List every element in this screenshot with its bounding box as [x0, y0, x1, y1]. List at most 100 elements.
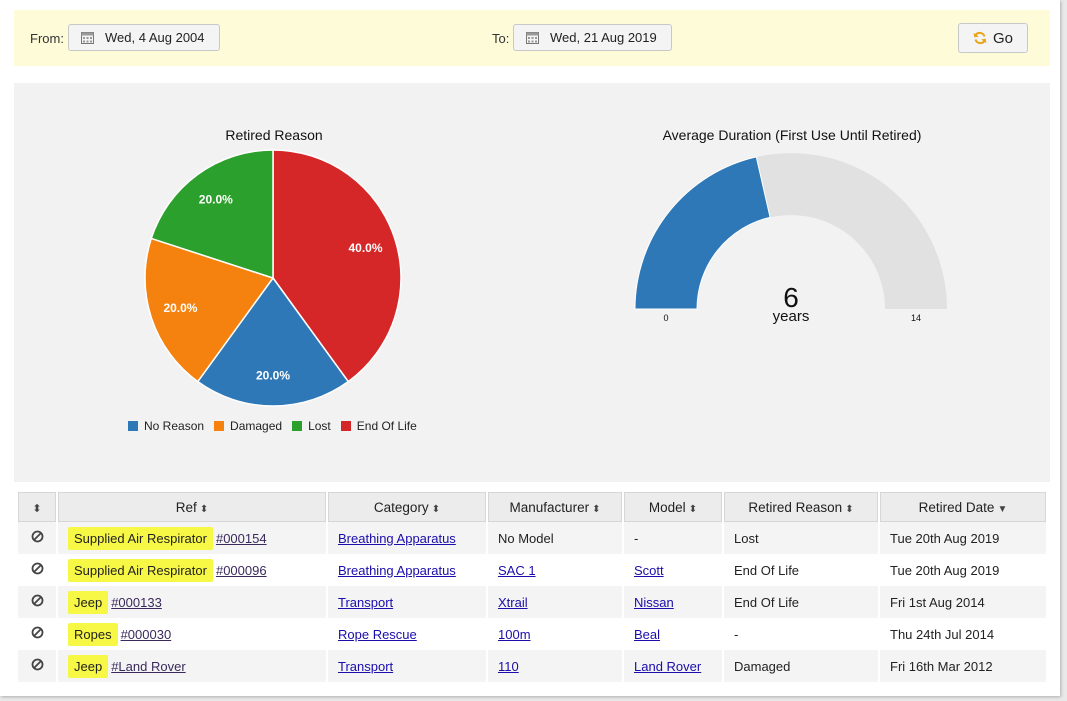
legend-label: End Of Life	[356, 419, 417, 433]
date-filter-bar: From: Wed, 4 Aug 2004 To: Wed, 21 Aug 20…	[14, 10, 1050, 66]
date-text: Fri 16th Mar 2012	[890, 658, 993, 674]
manufacturer-cell: No Model	[488, 522, 622, 554]
table-row: Ropes #000030 Rope Rescue 100m Beal - Thu 24th…	[18, 618, 1046, 650]
category-link[interactable]: Transport	[338, 594, 394, 610]
legend-swatch	[292, 421, 303, 431]
reason-text: Lost	[734, 530, 759, 546]
category-tag: Ropes	[68, 622, 118, 646]
retired-ban-icon[interactable]	[31, 530, 44, 543]
calendar-icon	[526, 32, 539, 44]
category-link[interactable]: Rope Rescue	[338, 626, 417, 642]
pie-data-label: 20.0%	[163, 301, 197, 315]
retired-ban-icon[interactable]	[31, 594, 44, 607]
calendar-icon	[81, 32, 94, 44]
table-row: Jeep #Land Rover Transport 110 Land Rover Dam…	[18, 650, 1046, 682]
sort-icon: ⬍	[199, 503, 209, 515]
ref-column-header[interactable]: Ref ⬍	[58, 492, 326, 522]
reason-cell: End Of Life	[724, 554, 878, 586]
date-text: Tue 20th Aug 2019	[890, 562, 1000, 578]
pie-slice-end-of-life[interactable]	[272, 149, 402, 383]
category-cell: Breathing Apparatus	[328, 522, 486, 554]
category-link[interactable]: Breathing Apparatus	[338, 530, 456, 546]
legend-swatch	[214, 421, 225, 431]
model-link[interactable]: Land Rover	[634, 658, 702, 674]
retired-date-column-header[interactable]: Retired Date ▼	[880, 492, 1046, 522]
ref-link[interactable]: #000030	[120, 626, 172, 642]
gauge-max-label: 14	[911, 313, 921, 323]
retired-ban-icon[interactable]	[31, 562, 44, 575]
model-link[interactable]: Beal	[634, 626, 661, 642]
reason-text: End Of Life	[734, 562, 800, 578]
manufacturer-link[interactable]: SAC 1	[498, 562, 536, 578]
ref-link[interactable]: #000154	[215, 530, 267, 546]
gauge-min-label: 0	[663, 313, 668, 323]
category-cell: Rope Rescue	[328, 618, 486, 650]
go-button[interactable]: Go	[958, 23, 1028, 53]
gauge-value-arc	[634, 156, 771, 310]
category-link[interactable]: Breathing Apparatus	[338, 562, 456, 578]
sort-icon: ⬍	[592, 503, 601, 515]
reason-cell: End Of Life	[724, 586, 878, 618]
model-link[interactable]: Nissan	[634, 594, 674, 610]
header-label: Retired Date	[918, 499, 995, 515]
category-link[interactable]: Transport	[338, 658, 394, 674]
row-action-cell	[18, 618, 56, 650]
ref-link[interactable]: #000096	[215, 562, 267, 578]
sort-icon: ⬍	[688, 503, 698, 515]
category-cell: Transport	[328, 586, 486, 618]
model-cell: Nissan	[624, 586, 722, 618]
retired-ban-icon[interactable]	[31, 658, 44, 671]
model-link[interactable]: Scott	[634, 562, 664, 578]
date-cell: Tue 20th Aug 2019	[880, 522, 1046, 554]
manufacturer-cell: 110	[488, 650, 622, 682]
row-action-cell	[18, 650, 56, 682]
category-tag: Supplied Air Respirator	[68, 526, 213, 550]
model-text: -	[634, 530, 639, 546]
ref-cell: Jeep #Land Rover	[58, 650, 326, 682]
manufacturer-cell: Xtrail	[488, 586, 622, 618]
from-date-picker[interactable]: Wed, 4 Aug 2004	[68, 24, 220, 51]
go-label: Go	[992, 29, 1013, 47]
pie-slice-lost[interactable]	[150, 149, 274, 280]
date-text: Thu 24th Jul 2014	[890, 626, 995, 642]
retired-reason-column-header[interactable]: Retired Reason ⬍	[724, 492, 878, 522]
pie-slice-damaged[interactable]	[144, 237, 275, 383]
model-column-header[interactable]: Model ⬍	[624, 492, 722, 522]
pie-legend: No Reason Damaged Lost End Of Life	[128, 419, 417, 433]
category-tag: Supplied Air Respirator	[68, 558, 213, 582]
to-date-picker[interactable]: Wed, 21 Aug 2019	[513, 24, 672, 51]
manufacturer-link[interactable]: 100m	[498, 626, 531, 642]
legend-item-lost[interactable]: Lost	[292, 419, 331, 433]
category-column-header[interactable]: Category ⬍	[328, 492, 486, 522]
manufacturer-link[interactable]: 110	[498, 658, 519, 674]
ref-link[interactable]: #Land Rover	[111, 658, 186, 674]
date-text: Fri 1st Aug 2014	[890, 594, 985, 610]
legend-label: Lost	[308, 419, 331, 433]
legend-item-no-reason[interactable]: No Reason	[128, 419, 204, 433]
legend-item-damaged[interactable]: Damaged	[214, 419, 282, 433]
gauge-unit-text: years	[773, 308, 810, 325]
ref-cell: Supplied Air Respirator #000154	[58, 522, 326, 554]
ref-cell: Supplied Air Respirator #000096	[58, 554, 326, 586]
pie-data-label: 40.0%	[349, 241, 383, 255]
legend-item-end-of-life[interactable]: End Of Life	[340, 419, 417, 433]
refresh-icon	[973, 31, 987, 45]
manufacturer-column-header[interactable]: Manufacturer ⬍	[488, 492, 622, 522]
row-action-cell	[18, 586, 56, 618]
pie-slice-no-reason[interactable]	[196, 276, 350, 407]
manufacturer-text: No Model	[498, 530, 554, 546]
ref-link[interactable]: #000133	[111, 594, 162, 610]
reason-cell: Lost	[724, 522, 878, 554]
row-action-cell	[18, 554, 56, 586]
legend-swatch	[128, 421, 138, 431]
retired-ban-icon[interactable]	[31, 626, 44, 639]
date-cell: Tue 20th Aug 2019	[880, 554, 1046, 586]
reason-text: -	[734, 626, 739, 642]
sort-icon: ⬍	[845, 503, 854, 515]
date-text: Tue 20th Aug 2019	[890, 530, 1000, 546]
manufacturer-link[interactable]: Xtrail	[498, 594, 528, 610]
legend-label: No Reason	[144, 419, 205, 433]
reason-text: End Of Life	[734, 594, 800, 610]
select-column-header[interactable]: ⬍	[18, 492, 56, 522]
